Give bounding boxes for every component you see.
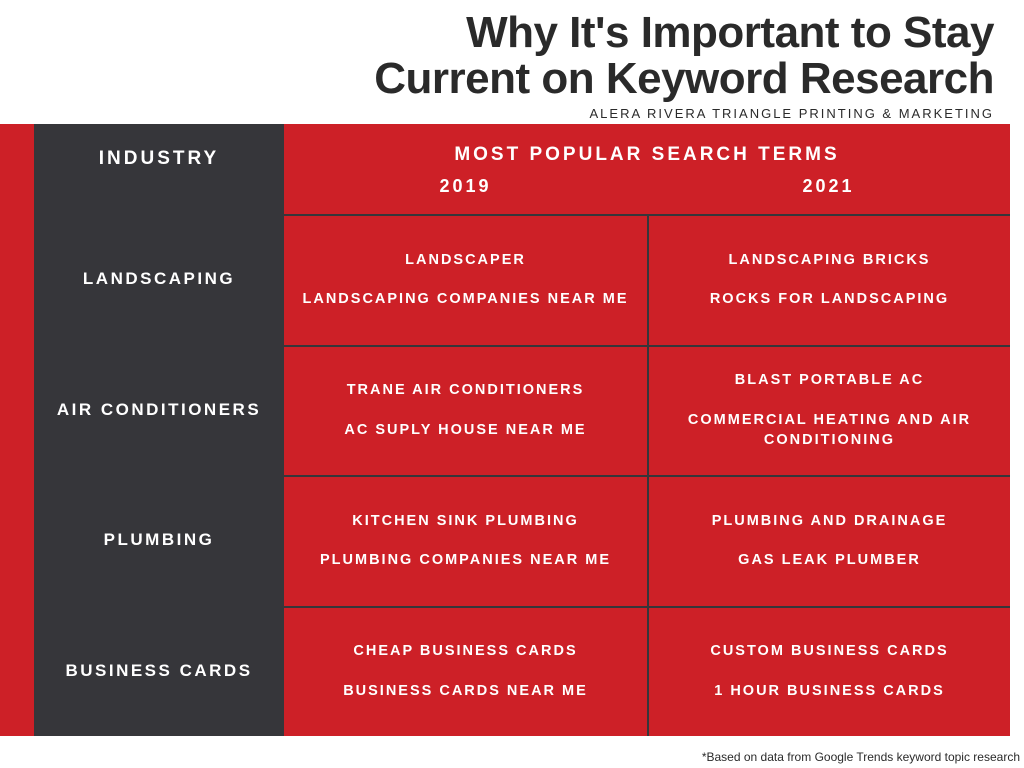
terms-2021: CUSTOM BUSINESS CARDS 1 HOUR BUSINESS CA… <box>647 606 1010 737</box>
header-year-2021: 2021 <box>647 176 1010 197</box>
search-term: CHEAP BUSINESS CARDS <box>353 642 577 662</box>
footnote: *Based on data from Google Trends keywor… <box>702 750 1020 764</box>
terms-2021: LANDSCAPING BRICKS ROCKS FOR LANDSCAPING <box>647 214 1010 345</box>
comparison-table: INDUSTRY MOST POPULAR SEARCH TERMS 2019 … <box>0 124 1024 736</box>
terms-2021: BLAST PORTABLE AC COMMERCIAL HEATING AND… <box>647 345 1010 476</box>
search-term: ROCKS FOR LANDSCAPING <box>710 290 949 310</box>
industry-label: BUSINESS CARDS <box>34 606 284 737</box>
search-term: 1 HOUR BUSINESS CARDS <box>714 682 945 702</box>
search-term: PLUMBING COMPANIES NEAR ME <box>320 551 611 571</box>
terms-2021: PLUMBING AND DRAINAGE GAS LEAK PLUMBER <box>647 475 1010 606</box>
search-term: AC SUPLY HOUSE NEAR ME <box>344 421 586 441</box>
industry-label: PLUMBING <box>34 475 284 606</box>
industry-label: AIR CONDITIONERS <box>34 345 284 476</box>
title-line-1: Why It's Important to Stay <box>466 8 994 57</box>
search-term: LANDSCAPER <box>405 251 526 271</box>
page-title: Why It's Important to Stay Current on Ke… <box>0 10 994 102</box>
search-term: GAS LEAK PLUMBER <box>738 551 921 571</box>
header-year-2019: 2019 <box>284 176 647 197</box>
search-term: KITCHEN SINK PLUMBING <box>352 512 578 532</box>
subtitle: ALERA RIVERA TRIANGLE PRINTING & MARKETI… <box>0 106 994 121</box>
search-term: LANDSCAPING BRICKS <box>729 251 931 271</box>
search-term: BLAST PORTABLE AC <box>735 371 924 391</box>
header-search-terms-label: MOST POPULAR SEARCH TERMS <box>284 144 1010 166</box>
terms-2019: TRANE AIR CONDITIONERS AC SUPLY HOUSE NE… <box>284 345 647 476</box>
header-industry: INDUSTRY <box>34 124 284 214</box>
search-term: CUSTOM BUSINESS CARDS <box>710 642 948 662</box>
search-term: TRANE AIR CONDITIONERS <box>347 381 585 401</box>
header-years: 2019 2021 <box>284 176 1010 197</box>
terms-2019: CHEAP BUSINESS CARDS BUSINESS CARDS NEAR… <box>284 606 647 737</box>
search-term: PLUMBING AND DRAINAGE <box>712 512 948 532</box>
search-term: BUSINESS CARDS NEAR ME <box>343 682 588 702</box>
title-block: Why It's Important to Stay Current on Ke… <box>0 0 1024 125</box>
industry-label: LANDSCAPING <box>34 214 284 345</box>
header-search-terms: MOST POPULAR SEARCH TERMS 2019 2021 <box>284 124 1010 214</box>
search-term: COMMERCIAL HEATING AND AIR CONDITIONING <box>667 411 992 450</box>
table-grid: INDUSTRY MOST POPULAR SEARCH TERMS 2019 … <box>34 124 1010 736</box>
terms-2019: LANDSCAPER LANDSCAPING COMPANIES NEAR ME <box>284 214 647 345</box>
terms-2019: KITCHEN SINK PLUMBING PLUMBING COMPANIES… <box>284 475 647 606</box>
search-term: LANDSCAPING COMPANIES NEAR ME <box>303 290 629 310</box>
title-line-2: Current on Keyword Research <box>374 54 994 103</box>
